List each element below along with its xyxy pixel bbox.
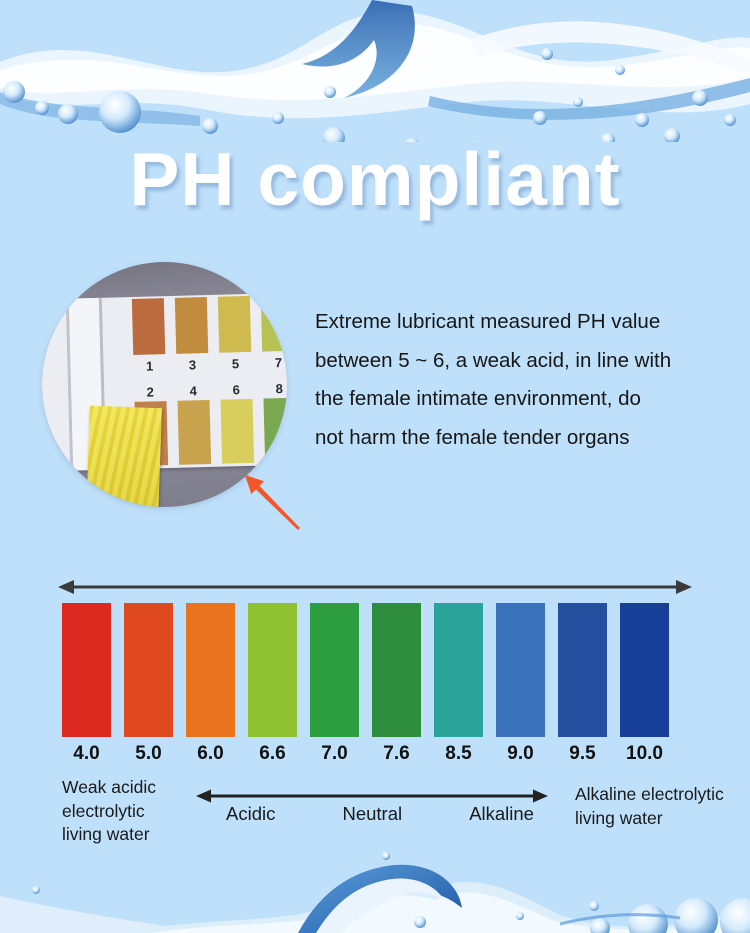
ph-bar	[620, 603, 669, 737]
ph-bar	[558, 603, 607, 737]
ph-swatch	[131, 298, 166, 355]
description-line: Extreme lubricant measured PH value	[315, 310, 661, 333]
region-label-acidic: Acidic	[226, 803, 276, 824]
swatch-row-odd	[131, 294, 287, 355]
ph-bar	[310, 603, 359, 737]
page-title: PH compliant	[129, 137, 621, 221]
description-text: Extreme lubricant measured PH value betw…	[315, 310, 725, 464]
swatch-number: 1	[145, 358, 154, 374]
ph-value-label: 7.6	[383, 743, 410, 764]
ph-swatch	[263, 397, 287, 463]
pointer-arrow-icon	[245, 475, 300, 530]
swatch-number: 4	[189, 383, 198, 399]
yellow-test-strip	[86, 405, 162, 507]
swatch-number: 5	[231, 356, 240, 372]
swatch-number: 8	[275, 381, 284, 397]
ph-bar	[186, 603, 235, 737]
region-label-alkaline: Alkaline	[469, 803, 534, 824]
region-labels: Acidic Neutral Alkaline	[196, 803, 548, 825]
ph-value-label: 9.0	[507, 743, 534, 764]
swatch-number: 7	[274, 355, 283, 371]
swatch-numbers-even: 2 4 6 8 1	[134, 379, 287, 400]
ph-swatch	[260, 294, 287, 352]
ph-value-label: 10.0	[626, 743, 663, 764]
swatch-number: 6	[232, 382, 241, 398]
ph-swatch	[220, 398, 255, 464]
scale-range-arrow	[58, 580, 692, 594]
ph-swatch	[217, 295, 252, 353]
ph-swatch	[177, 399, 212, 465]
ph-scale-bars	[62, 603, 669, 737]
legend-line: living water	[575, 808, 663, 828]
ph-value-label: 8.5	[445, 743, 472, 764]
swatch-number: 3	[188, 357, 197, 373]
ph-bar	[372, 603, 421, 737]
ph-value-label: 6.0	[197, 743, 224, 764]
ph-value-label: 9.5	[569, 743, 596, 764]
legend-line: living water	[62, 824, 150, 844]
swatch-numbers-odd: 1 3 5 7 9	[133, 353, 287, 374]
legend-line: electrolytic	[62, 800, 145, 821]
ph-strip-photo: 1 3 5 7 9 2 4 6 8 1	[42, 262, 287, 507]
ph-bar	[434, 603, 483, 737]
ph-bar	[248, 603, 297, 737]
ph-value-label: 4.0	[73, 743, 100, 764]
ph-color-card: 1 3 5 7 9 2 4 6 8 1	[42, 292, 287, 472]
water-splash-top-graphic	[0, 0, 750, 142]
ph-scale-labels: 4.0 5.0 6.0 6.6 7.0 7.6 8.5 9.0 9.5 10.0	[62, 743, 669, 765]
ph-value-label: 5.0	[135, 743, 162, 764]
ph-value-label: 7.0	[321, 743, 348, 764]
ph-swatch	[174, 297, 209, 354]
ph-bar	[62, 603, 111, 737]
description-line: the female intimate environment, do	[315, 387, 641, 410]
water-splash-bottom-graphic	[0, 852, 750, 933]
legend-line: Weak acidic	[62, 777, 157, 797]
region-label-neutral: Neutral	[342, 803, 403, 824]
description-line: between 5 ~ 6, a weak acid, in line with	[315, 348, 672, 372]
legend-right-text: Alkaline electrolytic living water	[575, 782, 724, 830]
legend-line: Alkaline electrolytic	[575, 784, 724, 804]
swatch-number: 2	[146, 384, 155, 400]
description-line: not harm the female tender organs	[315, 425, 630, 449]
legend-left-text: Weak acidic electrolytic living water	[62, 776, 156, 847]
ph-bar	[496, 603, 545, 737]
ph-bar	[124, 603, 173, 737]
acid-alkaline-range-arrow	[196, 789, 548, 803]
ph-value-label: 6.6	[259, 743, 286, 764]
